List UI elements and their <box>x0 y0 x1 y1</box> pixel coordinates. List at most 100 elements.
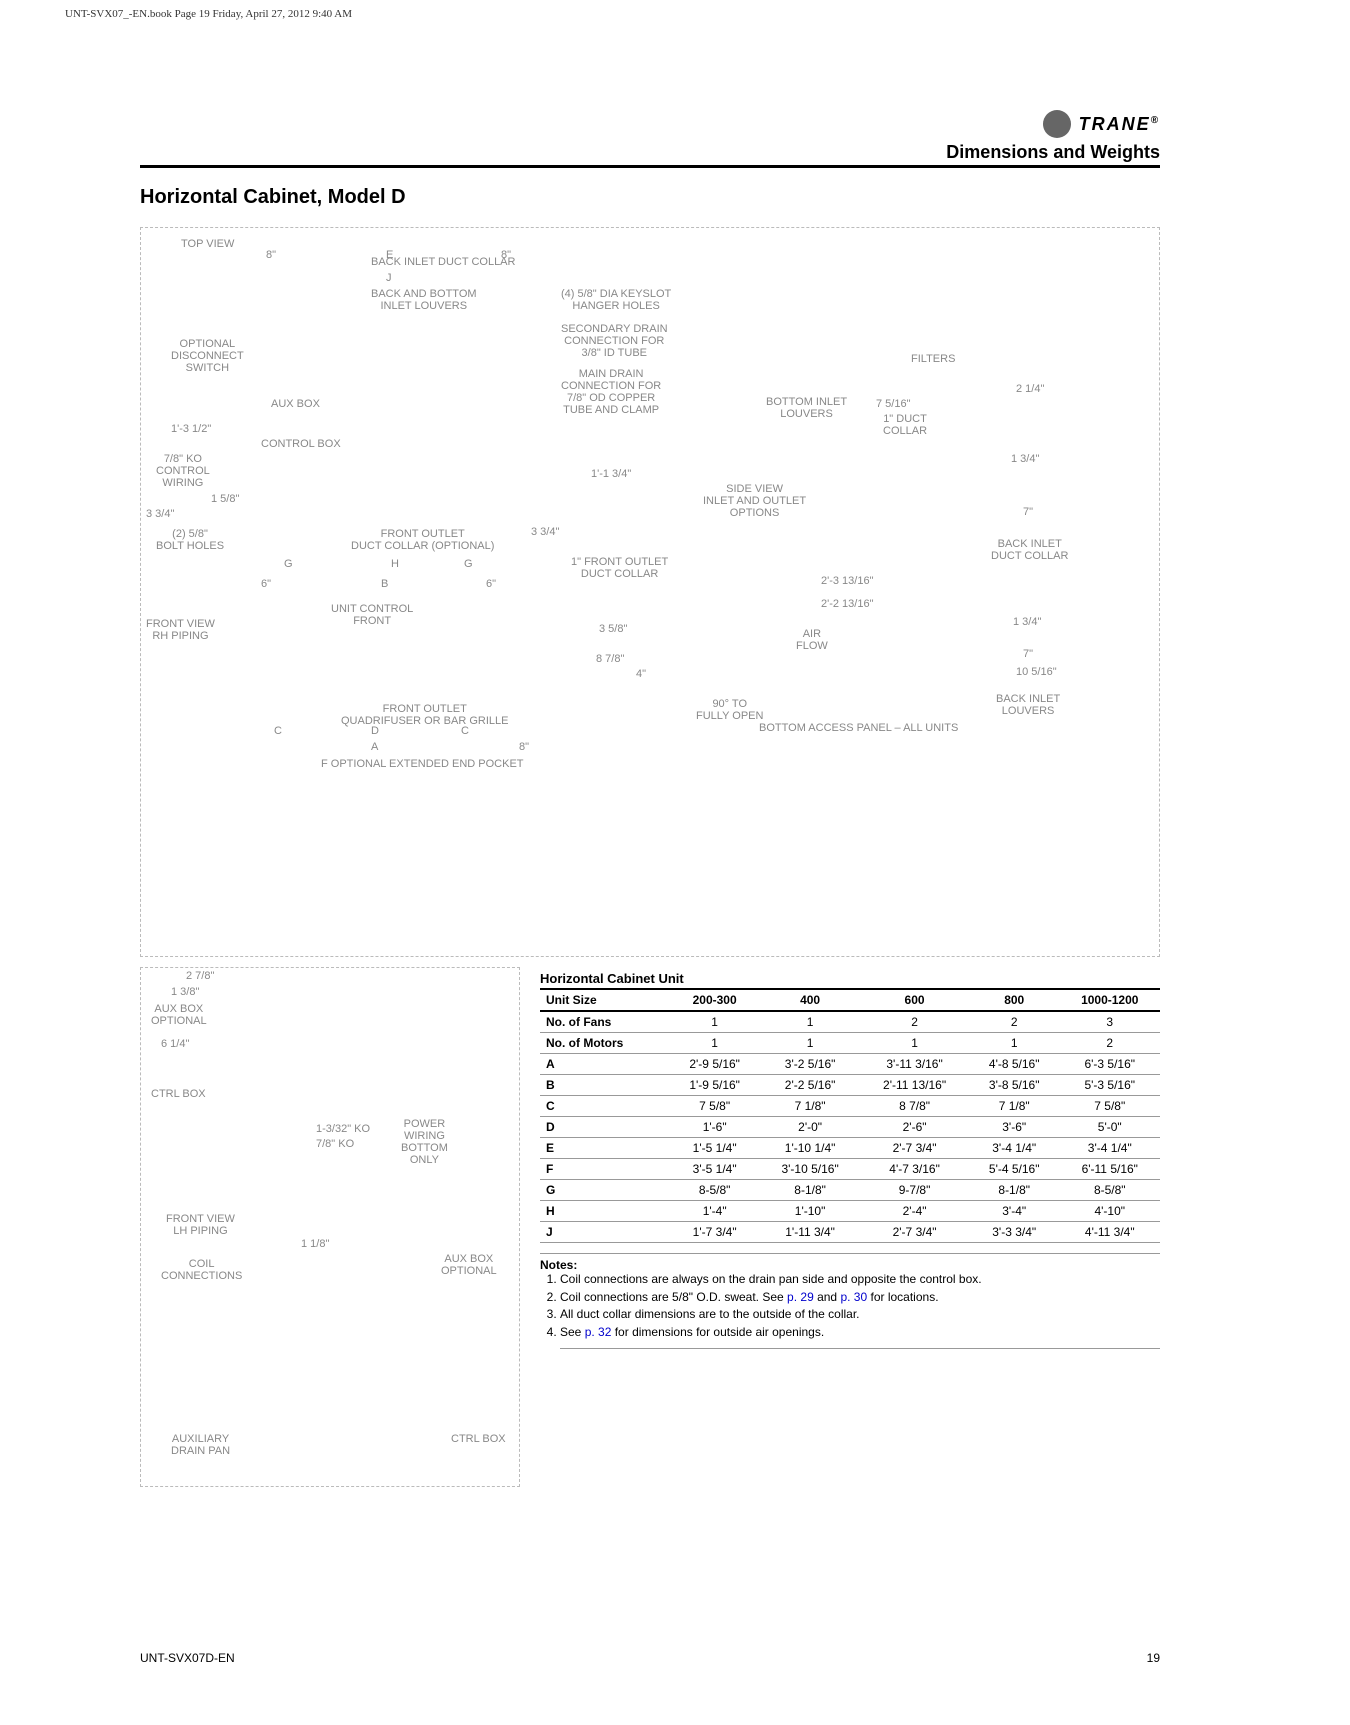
table-row: D1'-6"2'-0"2'-6"3'-6"5'-0" <box>540 1117 1160 1138</box>
table-header: 200-300 <box>669 990 760 1011</box>
table-cell: 5'-0" <box>1060 1117 1160 1138</box>
table-cell: 3'-11 3/16" <box>860 1054 969 1075</box>
table-cell: 4'-11 3/4" <box>1060 1222 1160 1243</box>
table-cell: 1 <box>860 1033 969 1054</box>
table-cell: 7 5/8" <box>669 1096 760 1117</box>
footer: UNT-SVX07D-EN 19 <box>140 1651 1160 1665</box>
label-dim16b: 7" <box>1023 648 1033 660</box>
table-cell: 2'-11 13/16" <box>860 1075 969 1096</box>
label-dim19: 1 3/8" <box>171 986 199 998</box>
table-cell: 5'-3 5/16" <box>1060 1075 1160 1096</box>
table-cell: 3'-4" <box>969 1201 1060 1222</box>
table-cell: 2'-4" <box>860 1201 969 1222</box>
label-back-inlet-lv: BACK INLET LOUVERS <box>996 693 1060 717</box>
notes-title: Notes: <box>540 1253 1160 1272</box>
table-cell: 1'-11 3/4" <box>760 1222 860 1243</box>
table-cell: 7 1/8" <box>969 1096 1060 1117</box>
label-ctrl-box: CTRL BOX <box>151 1088 206 1100</box>
label-dim5: 1'-1 3/4" <box>591 468 631 480</box>
label-power-wiring: POWER WIRING BOTTOM ONLY <box>401 1118 448 1166</box>
table-cell: A <box>540 1054 669 1075</box>
label-dim16: 7" <box>1023 506 1033 518</box>
table-cell: 1'-7 3/4" <box>669 1222 760 1243</box>
brand-logo: TRANE® <box>140 110 1160 138</box>
table-cell: 1'-10 1/4" <box>760 1138 860 1159</box>
table-cell: 8-1/8" <box>969 1180 1060 1201</box>
table-cell: 2 <box>1060 1033 1160 1054</box>
label-ko2: 7/8" KO <box>316 1138 354 1150</box>
label-unit-control: UNIT CONTROL FRONT <box>331 603 413 627</box>
label-bottom-access: BOTTOM ACCESS PANEL – ALL UNITS <box>759 722 958 734</box>
header-rule <box>140 165 1160 168</box>
table-row: F3'-5 1/4"3'-10 5/16"4'-7 3/16"5'-4 5/16… <box>540 1159 1160 1180</box>
page-title: Horizontal Cabinet, Model D <box>140 186 1160 209</box>
label-aux-drain: AUXILIARY DRAIN PAN <box>171 1433 230 1457</box>
table-cell: J <box>540 1222 669 1243</box>
main-diagram: TOP VIEW BACK INLET DUCT COLLAR BACK AND… <box>140 227 1160 957</box>
lower-row: 2 7/8" 1 3/8" AUX BOX OPTIONAL 6 1/4" CT… <box>140 967 1160 1487</box>
label-dim15: 1 3/4" <box>1011 453 1039 465</box>
table-cell: 1 <box>969 1033 1060 1054</box>
label-aux-box: AUX BOX <box>271 398 320 410</box>
table-cell: H <box>540 1201 669 1222</box>
table-cell: 9-7/8" <box>860 1180 969 1201</box>
doc-number: UNT-SVX07D-EN <box>140 1651 235 1665</box>
table-cell: F <box>540 1159 669 1180</box>
table-header: 1000-1200 <box>1060 990 1160 1011</box>
table-cell: No. of Fans <box>540 1011 669 1033</box>
page-number: 19 <box>1147 1651 1160 1665</box>
table-cell: No. of Motors <box>540 1033 669 1054</box>
table-cell: 3'-5 1/4" <box>669 1159 760 1180</box>
label-ninety: 90° TO FULLY OPEN <box>696 698 763 722</box>
label-dim8: 3 5/8" <box>599 623 627 635</box>
label-disconnect: OPTIONAL DISCONNECT SWITCH <box>171 338 244 374</box>
table-row: E1'-5 1/4"1'-10 1/4"2'-7 3/4"3'-4 1/4"3'… <box>540 1138 1160 1159</box>
notes: Notes: Coil connections are always on th… <box>540 1253 1160 1349</box>
table-cell: 3'-3 3/4" <box>969 1222 1060 1243</box>
header: TRANE® Dimensions and Weights <box>140 110 1160 168</box>
table-cell: 7 5/8" <box>1060 1096 1160 1117</box>
table-cell: 8 7/8" <box>860 1096 969 1117</box>
label-dim7a: 6" <box>261 578 271 590</box>
table-cell: 8-5/8" <box>669 1180 760 1201</box>
label-top-view: TOP VIEW <box>181 238 234 250</box>
table-cell: 4'-10" <box>1060 1201 1160 1222</box>
logo-icon <box>1043 110 1071 138</box>
label-dim13: 2 1/4" <box>1016 383 1044 395</box>
table-cell: 7 1/8" <box>760 1096 860 1117</box>
label-dim14: 7 5/16" <box>876 398 911 410</box>
table-row: No. of Fans11223 <box>540 1011 1160 1033</box>
table-header: Unit Size <box>540 990 669 1011</box>
table-block: Horizontal Cabinet Unit Unit Size200-300… <box>540 967 1160 1349</box>
note-item: Coil connections are 5/8" O.D. sweat. Se… <box>560 1290 1160 1306</box>
label-filters: FILTERS <box>911 353 955 365</box>
label-dim1: 8" <box>519 741 529 753</box>
label-front-outlet-duct: FRONT OUTLET DUCT COLLAR (OPTIONAL) <box>351 528 494 552</box>
label-dim11: 2'-3 13/16" <box>821 575 874 587</box>
label-ko1: 1-3/32" KO <box>316 1123 370 1135</box>
brand-name: TRANE® <box>1079 114 1160 135</box>
label-extended-pocket: F OPTIONAL EXTENDED END POCKET <box>321 758 524 770</box>
label-aux-box-opt2: AUX BOX OPTIONAL <box>441 1253 497 1277</box>
label-dim1b: 8" <box>501 249 511 261</box>
table-cell: 3'-8 5/16" <box>969 1075 1060 1096</box>
table-cell: 1'-9 5/16" <box>669 1075 760 1096</box>
label-dim6: 3 3/4" <box>531 526 559 538</box>
label-control-box: CONTROL BOX <box>261 438 341 450</box>
label-duct-collar-1: 1" DUCT COLLAR <box>883 413 927 437</box>
table-cell: 5'-4 5/16" <box>969 1159 1060 1180</box>
table-row: No. of Motors11112 <box>540 1033 1160 1054</box>
table-cell: 2 <box>969 1011 1060 1033</box>
table-row: B1'-9 5/16"2'-2 5/16"2'-11 13/16"3'-8 5/… <box>540 1075 1160 1096</box>
label-aux-box-opt: AUX BOX OPTIONAL <box>151 1003 207 1027</box>
label-back-bottom-inlet: BACK AND BOTTOM INLET LOUVERS <box>371 288 477 312</box>
table-cell: 4'-7 3/16" <box>860 1159 969 1180</box>
note-item: All duct collar dimensions are to the ou… <box>560 1307 1160 1323</box>
label-dim9: 8 7/8" <box>596 653 624 665</box>
label-dim21: 1 1/8" <box>301 1238 329 1250</box>
table-cell: 8-5/8" <box>1060 1180 1160 1201</box>
label-bolt-holes: (2) 5/8" BOLT HOLES <box>156 528 224 552</box>
label-keyslot: (4) 5/8" DIA KEYSLOT HANGER HOLES <box>561 288 671 312</box>
table-cell: 3 <box>1060 1011 1160 1033</box>
label-main-drain: MAIN DRAIN CONNECTION FOR 7/8" OD COPPER… <box>561 368 661 416</box>
